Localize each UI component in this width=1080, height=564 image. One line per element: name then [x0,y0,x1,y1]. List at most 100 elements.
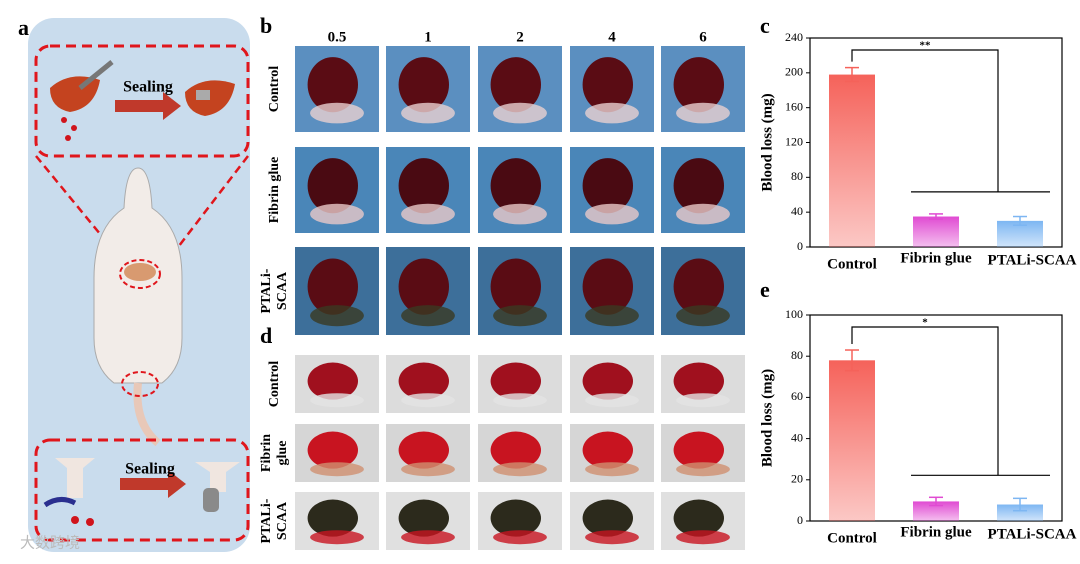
photo-detail [582,258,633,315]
scalpel-icon [78,60,114,90]
photo-detail [490,362,541,400]
photo-detail [582,431,633,469]
photo-detail [490,258,541,315]
panel-label: c [760,13,770,38]
blood-drop [71,125,77,131]
photo-detail [493,102,547,124]
photo-detail [398,362,449,400]
y-tick-label: 200 [785,65,803,79]
photo-detail [582,362,633,400]
time-header: 4 [608,29,616,45]
photo-detail [673,258,724,315]
photo-detail [401,530,455,545]
time-header: 0.5 [328,29,347,45]
photo-detail [585,102,639,124]
photo-detail [493,462,547,477]
x-tick-label: Control [827,530,877,546]
time-header: 6 [699,29,707,45]
row-label: Control [267,361,282,408]
photo-detail [307,57,358,113]
photo-detail [401,462,455,477]
photo-detail [673,57,724,113]
zoom-circle [121,371,159,397]
photo-detail [310,203,364,225]
photo-detail [673,431,724,469]
liver-icon [50,76,100,112]
bar [829,360,875,521]
zoom-circle [119,259,161,289]
photo-detail [398,57,449,113]
photo-detail [673,362,724,400]
significance-bracket [851,49,999,192]
photo-detail [493,305,547,327]
seal-icon [203,488,219,512]
row-label: Fibrin [259,434,274,472]
sealing-label: Sealing [125,461,175,478]
panel-label: b [260,13,272,38]
y-tick-label: 160 [785,99,803,113]
zoom-box [34,438,250,542]
photo-detail [401,102,455,124]
photo-detail [398,431,449,469]
photo-detail [490,499,541,537]
bar [913,501,959,521]
y-tick-label: 100 [785,307,803,321]
seal-icon [196,90,210,100]
photo-detail [676,462,730,477]
photo-detail [493,203,547,225]
photo-detail [310,102,364,124]
photo-detail [307,158,358,214]
y-tick-label: 60 [791,389,803,403]
bar [913,216,959,247]
photo-detail [398,158,449,214]
row-label: SCAA [275,271,290,310]
photo-detail [490,57,541,113]
significance-mark: ** [920,40,932,52]
row-label: Fibrin glue [267,157,282,224]
photo-detail [582,499,633,537]
blood-drop [61,117,67,123]
x-tick-label: PTALi-SCAA [988,252,1077,268]
photo-detail [673,158,724,214]
y-axis-label: Blood loss (mg) [759,369,775,467]
row-label: PTALi- [259,498,274,543]
photo-detail [676,530,730,545]
photo-detail [398,499,449,537]
bar [829,74,875,247]
photo-detail [582,57,633,113]
photo-detail [310,462,364,477]
tail-icon [55,458,95,498]
y-tick-label: 80 [791,169,803,183]
time-header: 2 [516,29,524,45]
time-header: 1 [424,29,432,45]
photo-detail [585,530,639,545]
photo-detail [307,431,358,469]
photo-detail [673,499,724,537]
y-axis-label: Blood loss (mg) [759,93,775,191]
photo-detail [493,530,547,545]
row-label: PTALi- [259,268,274,313]
blood-drop [71,516,79,524]
y-tick-label: 40 [791,430,803,444]
photo-detail [676,203,730,225]
photo-detail [585,393,639,408]
scissors-icon [43,497,77,508]
photo-detail [310,305,364,327]
significance-bracket [851,326,999,476]
photo-detail [676,102,730,124]
photo-detail [401,203,455,225]
blood-drop [65,135,71,141]
tail-icon [195,462,240,492]
photo-detail [676,393,730,408]
photo-detail [310,393,364,408]
zoom-box [34,44,250,158]
sealing-label: Sealing [123,79,173,96]
y-tick-label: 80 [791,348,803,362]
x-tick-label: Control [827,256,877,272]
x-tick-label: PTALi-SCAA [988,526,1077,542]
blood-drop [86,518,94,526]
x-tick-label: Fibrin glue [900,524,972,540]
arrow [120,470,186,498]
significance-mark: * [922,317,928,329]
